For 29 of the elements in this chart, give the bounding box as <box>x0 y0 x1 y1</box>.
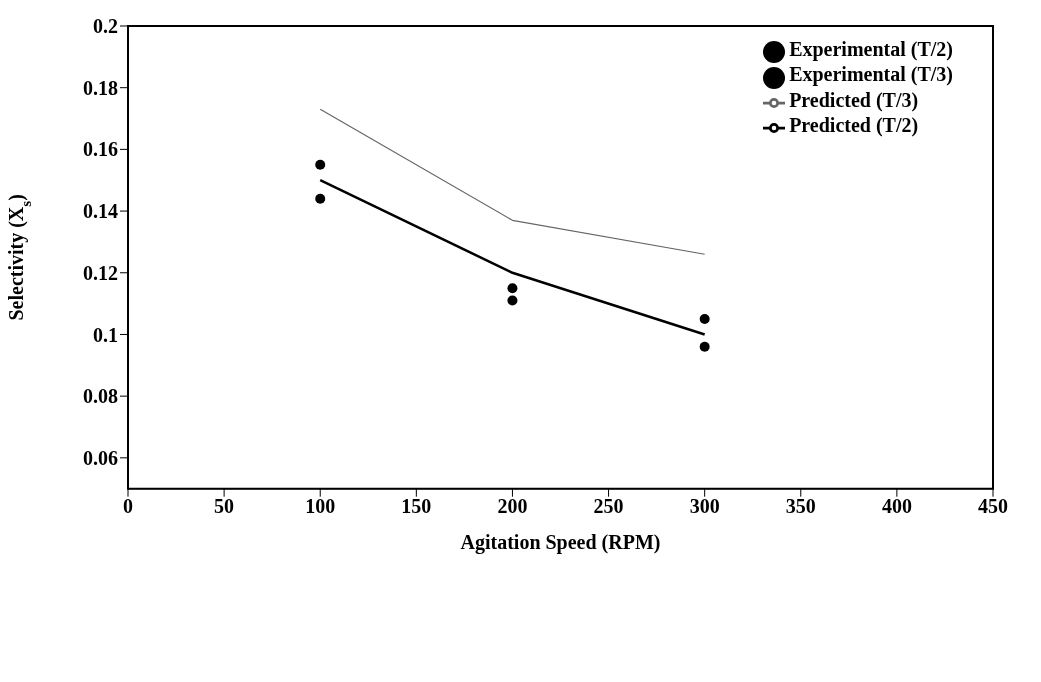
x-tick-label: 100 <box>305 494 336 517</box>
x-tick-label: 250 <box>593 494 624 517</box>
x-tick-label: 300 <box>689 494 720 517</box>
point <box>699 341 710 352</box>
x-tick-label: 350 <box>785 494 816 517</box>
y-tick-label: 0.18 <box>83 76 118 99</box>
y-tick-label: 0.2 <box>93 15 118 38</box>
point <box>699 314 710 325</box>
legend-label: Predicted (T/3) <box>789 88 919 111</box>
y-tick-label: 0.08 <box>83 385 118 408</box>
x-tick-label: 400 <box>881 494 912 517</box>
x-tick-label: 0 <box>123 494 133 517</box>
point <box>315 193 326 204</box>
legend-label: Experimental (T/2) <box>789 38 953 60</box>
y-tick-label: 0.1 <box>93 323 118 346</box>
y-tick-label: 0.14 <box>83 200 118 223</box>
y-tick-label: 0.16 <box>83 138 118 161</box>
x-tick-label: 450 <box>978 494 1008 517</box>
legend-label: Experimental (T/3) <box>789 63 953 86</box>
x-axis-title: Agitation Speed (RPM) <box>460 530 661 554</box>
point <box>507 283 518 294</box>
y-tick-label: 0.06 <box>83 446 118 469</box>
point <box>507 295 518 306</box>
x-tick-label: 50 <box>214 494 235 517</box>
point <box>315 159 326 170</box>
x-tick-label: 150 <box>401 494 432 517</box>
legend-label: Predicted (T/2) <box>789 113 919 136</box>
y-tick-label: 0.12 <box>83 261 118 284</box>
x-tick-label: 200 <box>497 494 528 517</box>
